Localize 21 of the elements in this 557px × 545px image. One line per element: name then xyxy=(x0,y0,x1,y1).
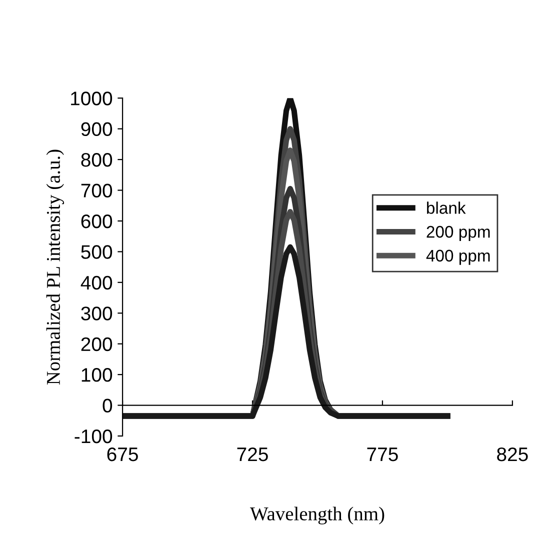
y-tick-label: 1000 xyxy=(71,92,112,106)
y-tick-label: 300 xyxy=(81,306,112,320)
y-tick-label: 900 xyxy=(81,122,112,136)
x-tick-label: 725 xyxy=(237,447,268,462)
x-tick-label: 775 xyxy=(367,448,398,462)
x-tick-label: 675 xyxy=(107,447,138,462)
y-tick-label: 500 xyxy=(81,245,112,259)
y-tick-label: 800 xyxy=(81,153,112,167)
legend-label: 200 ppm xyxy=(426,226,490,242)
y-tick-label: 700 xyxy=(81,184,112,198)
y-tick-label: 400 xyxy=(80,276,112,290)
legend-label: blank xyxy=(427,202,466,214)
x-axis-title: Wavelength (nm) xyxy=(250,506,384,524)
legend-label: 400 ppm xyxy=(426,250,490,265)
x-tick-label: 825 xyxy=(497,447,528,462)
y-tick-label: 0 xyxy=(102,398,112,413)
y-tick-label: -100 xyxy=(74,429,112,444)
y-tick-label: 100 xyxy=(82,368,112,382)
y-tick-label: 600 xyxy=(81,214,112,228)
y-tick-label: 200 xyxy=(81,337,112,352)
y-axis-title: Normalized PL intensity (a.u.) xyxy=(46,150,64,385)
